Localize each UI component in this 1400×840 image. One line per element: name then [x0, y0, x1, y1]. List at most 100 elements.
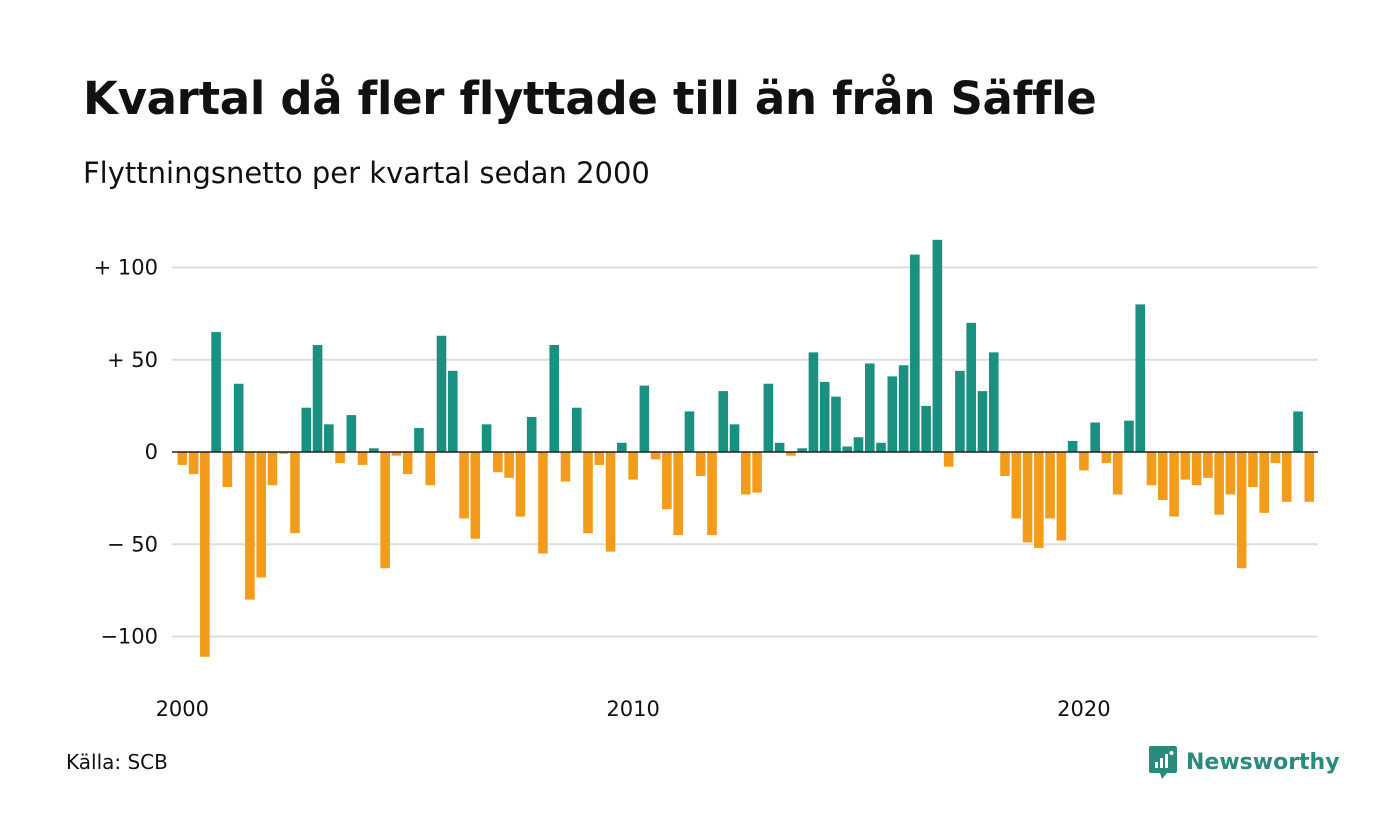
bar [662, 452, 672, 510]
bar [200, 452, 210, 657]
bar [1304, 452, 1315, 502]
bar [515, 452, 526, 517]
brand-logo: Newsworthy [1148, 742, 1340, 782]
bar [1191, 452, 1202, 486]
bar [560, 452, 571, 482]
bar [414, 428, 424, 452]
y-tick-label: − 50 [107, 532, 158, 556]
bar [357, 452, 368, 465]
bar [346, 415, 357, 452]
bar [1225, 452, 1236, 495]
bar [887, 376, 898, 452]
bar [470, 452, 481, 539]
bar [684, 411, 695, 452]
bar [583, 452, 593, 534]
gridlines [172, 266, 1318, 638]
bar [786, 452, 796, 456]
bar [876, 442, 886, 452]
y-tick-label: + 50 [107, 348, 158, 372]
bar [955, 370, 965, 452]
bar [436, 335, 447, 452]
bar [707, 452, 717, 536]
bar [222, 452, 233, 488]
bar [493, 452, 503, 473]
bar [369, 448, 379, 452]
bar [808, 352, 819, 452]
bar [188, 452, 199, 475]
bar [1236, 452, 1247, 569]
bar [650, 452, 661, 460]
y-tick-label: + 100 [94, 256, 158, 280]
bar [1112, 452, 1123, 495]
bar [1101, 452, 1112, 464]
x-tick-label: 2020 [1057, 697, 1110, 721]
bar [256, 452, 266, 578]
bar [1270, 452, 1281, 464]
bar [447, 370, 458, 452]
bar [1011, 452, 1022, 519]
bar [673, 452, 683, 536]
bar [943, 452, 954, 467]
bar [752, 452, 762, 493]
bar [1079, 452, 1089, 471]
chart-title: Kvartal då fler flyttade till än från Sä… [83, 72, 1097, 125]
bar [211, 332, 221, 452]
bar [233, 383, 244, 453]
bar [1259, 452, 1270, 513]
bar [335, 452, 345, 464]
bar [741, 452, 751, 495]
bar [605, 452, 616, 552]
bar [819, 381, 830, 452]
bar [628, 452, 638, 480]
bar [1248, 452, 1258, 488]
bar [459, 452, 469, 519]
bar [290, 452, 300, 534]
bar [504, 452, 514, 478]
bar [425, 452, 436, 486]
bars [177, 239, 1315, 657]
bar [977, 391, 988, 452]
bar [526, 416, 537, 452]
bar [324, 424, 334, 452]
chart-subtitle: Flyttningsnetto per kvartal sedan 2000 [83, 156, 650, 190]
bar [921, 405, 931, 453]
bar [966, 322, 976, 452]
bar [1000, 452, 1010, 476]
bar [380, 452, 390, 569]
bar [1022, 452, 1033, 543]
bar [729, 424, 740, 452]
bar [301, 407, 312, 452]
bar [245, 452, 255, 600]
bar [267, 452, 278, 486]
bar [853, 437, 864, 452]
y-tick-label: 0 [145, 440, 158, 464]
bar [910, 254, 920, 452]
bar [639, 385, 650, 452]
bar [1090, 422, 1100, 452]
bar [538, 452, 548, 554]
source-note: Källa: SCB [66, 750, 168, 774]
bar [1214, 452, 1224, 515]
axes: + 100 + 50 0 − 50 −100 2000 2010 2020 [94, 256, 1318, 721]
bar [932, 239, 943, 452]
bar [718, 391, 729, 452]
bar [1157, 452, 1168, 500]
brand-name: Newsworthy [1186, 749, 1340, 775]
bar [1135, 304, 1146, 452]
bar [571, 407, 582, 452]
bar [1124, 420, 1134, 452]
bar [1146, 452, 1157, 486]
newsworthy-chart-bubble-icon [1149, 746, 1177, 779]
bar [898, 365, 909, 452]
bar [988, 352, 999, 452]
bar [1169, 452, 1179, 517]
bar [177, 452, 188, 465]
bar [1034, 452, 1044, 548]
bar [617, 442, 627, 452]
bar [391, 452, 402, 456]
bar [831, 396, 841, 452]
bar [1281, 452, 1292, 502]
bar [797, 448, 807, 452]
y-tick-label: −100 [100, 625, 158, 649]
